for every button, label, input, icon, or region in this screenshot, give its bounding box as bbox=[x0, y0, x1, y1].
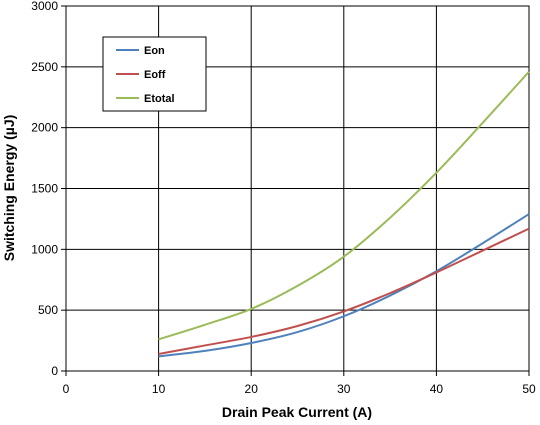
legend-label-etotal: Etotal bbox=[144, 93, 175, 105]
y-tick-label: 0 bbox=[51, 364, 58, 378]
y-tick-label: 1000 bbox=[31, 242, 58, 256]
y-tick-label: 2500 bbox=[31, 60, 58, 74]
series-line-etotal bbox=[158, 71, 530, 341]
y-tick-label: 1500 bbox=[31, 182, 58, 196]
tick-labels: 0 500 1000 1500 2000 2500 3000 0 10 20 30 40 50 bbox=[31, 0, 536, 396]
series-line-eon bbox=[158, 213, 530, 358]
y-tick-label: 3000 bbox=[31, 0, 58, 13]
x-tick-label: 30 bbox=[337, 382, 351, 396]
y-axis-title: Switching Energy (µJ) bbox=[1, 115, 17, 262]
legend-label-eon: Eon bbox=[144, 45, 165, 57]
x-tick-label: 0 bbox=[63, 382, 70, 396]
y-tick-label: 500 bbox=[38, 303, 58, 317]
y-tick-label: 2000 bbox=[31, 121, 58, 135]
x-tick-label: 40 bbox=[430, 382, 444, 396]
x-tick-label: 20 bbox=[245, 382, 259, 396]
legend: Eon Eoff Etotal bbox=[102, 36, 207, 112]
x-axis-title: Drain Peak Current (A) bbox=[222, 404, 372, 420]
x-tick-label: 50 bbox=[522, 382, 536, 396]
series-line-eoff bbox=[158, 227, 530, 355]
series-group bbox=[158, 71, 530, 358]
x-tick-label: 10 bbox=[152, 382, 166, 396]
legend-label-eoff: Eoff bbox=[144, 69, 166, 81]
